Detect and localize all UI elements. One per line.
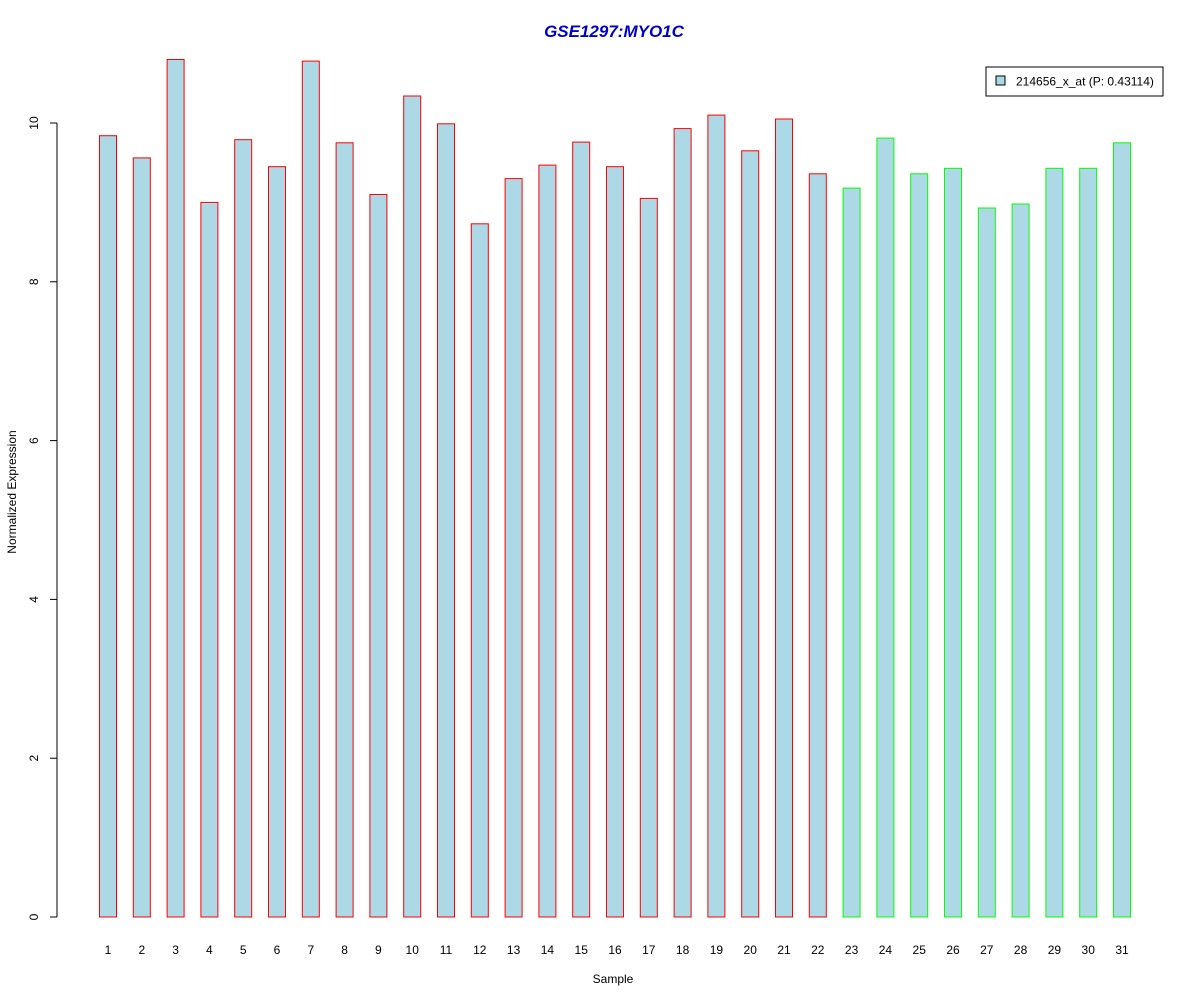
- legend-box: [985, 66, 1164, 97]
- bar-sample-24: [876, 137, 895, 918]
- y-tick-label: 6: [27, 437, 41, 444]
- bar-sample-3: [166, 59, 185, 918]
- legend-entry-label: 214656_x_at (P: 0.43114): [1016, 75, 1154, 89]
- x-tick-label: 17: [642, 943, 656, 957]
- x-tick-label: 20: [744, 943, 758, 957]
- x-tick-label: 7: [307, 943, 314, 957]
- x-tick-label: 1: [105, 943, 112, 957]
- x-tick-label: 15: [575, 943, 589, 957]
- x-tick-label: 31: [1115, 943, 1129, 957]
- bar-sample-20: [741, 150, 760, 918]
- x-tick-label: 6: [274, 943, 281, 957]
- x-tick-label: 30: [1082, 943, 1096, 957]
- bar-sample-15: [572, 141, 591, 918]
- x-tick-label: 24: [879, 943, 893, 957]
- bar-sample-13: [504, 178, 523, 918]
- bar-sample-14: [538, 164, 557, 918]
- bar-sample-8: [335, 142, 354, 918]
- x-tick-label: 2: [138, 943, 145, 957]
- x-tick-label: 16: [608, 943, 622, 957]
- x-tick-label: 22: [811, 943, 825, 957]
- y-axis-label: Normalized Expression: [5, 430, 19, 553]
- bar-sample-26: [944, 167, 962, 918]
- bar-sample-6: [268, 166, 286, 918]
- bar-sample-9: [369, 194, 388, 918]
- x-tick-label: 11: [440, 943, 453, 957]
- y-tick-label: 8: [27, 278, 41, 285]
- x-tick-label: 4: [206, 943, 213, 957]
- bar-sample-10: [403, 95, 422, 918]
- bar-sample-18: [673, 128, 692, 918]
- bars: [99, 59, 1131, 918]
- bar-sample-25: [910, 173, 929, 918]
- bar-sample-4: [200, 201, 219, 918]
- bar-sample-30: [1079, 167, 1098, 918]
- x-tick-label: 27: [980, 943, 994, 957]
- x-tick-label: 25: [913, 943, 927, 957]
- x-tick-label: 9: [375, 943, 382, 957]
- x-tick-label: 29: [1048, 943, 1062, 957]
- x-tick-label: 19: [710, 943, 724, 957]
- bar-sample-17: [639, 197, 658, 918]
- y-tick-label: 0: [27, 913, 41, 920]
- x-axis-label: Sample: [593, 972, 634, 986]
- x-tick-label: 18: [676, 943, 690, 957]
- chart-title: GSE1297:MYO1C: [544, 22, 685, 41]
- x-tick-label: 23: [845, 943, 859, 957]
- bar-sample-21: [775, 118, 793, 918]
- x-tick-label: 8: [341, 943, 348, 957]
- y-tick-label: 4: [27, 596, 41, 603]
- bar-sample-19: [707, 114, 726, 918]
- bar-sample-16: [606, 166, 624, 918]
- x-tick-label: 5: [240, 943, 247, 957]
- bar-sample-2: [132, 157, 151, 918]
- y-axis: 0 2 4 6 8 10: [27, 116, 58, 920]
- bar-sample-7: [301, 60, 320, 918]
- x-tick-label: 10: [406, 943, 420, 957]
- bar-sample-1: [99, 135, 117, 918]
- x-tick-labels: 1 2 3 4 5 6 7 8 9 10 11 12 13 14 15 16 17 18 19 20 21 22 23 24 2…: [105, 943, 1129, 957]
- bar-sample-29: [1045, 167, 1064, 918]
- bar-sample-28: [1011, 203, 1030, 918]
- legend-swatch: [995, 75, 1006, 86]
- bar-sample-5: [234, 139, 253, 918]
- bar-sample-23: [842, 187, 861, 918]
- x-tick-label: 14: [541, 943, 555, 957]
- bar-sample-11: [437, 123, 455, 918]
- x-tick-label: 21: [777, 943, 791, 957]
- x-tick-label: 26: [946, 943, 960, 957]
- x-tick-label: 12: [473, 943, 487, 957]
- bar-sample-22: [808, 173, 827, 918]
- x-tick-label: 13: [507, 943, 521, 957]
- y-tick-label: 2: [27, 755, 41, 762]
- bar-sample-31: [1113, 142, 1131, 918]
- legend: 214656_x_at (P: 0.43114): [985, 66, 1164, 97]
- x-tick-label: 28: [1014, 943, 1028, 957]
- bar-sample-27: [977, 207, 996, 918]
- x-tick-label: 3: [172, 943, 179, 957]
- y-tick-label: 10: [27, 116, 41, 130]
- bar-sample-12: [470, 223, 489, 918]
